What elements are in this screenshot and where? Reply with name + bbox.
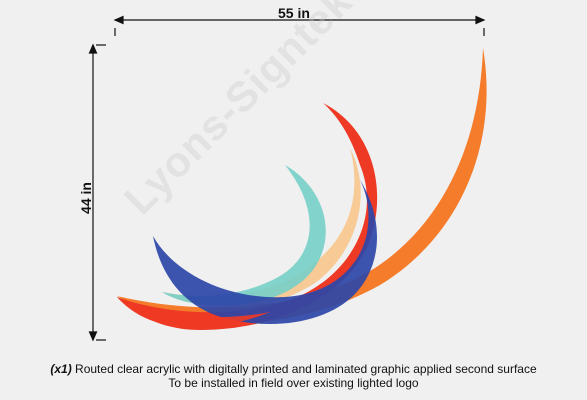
height-dimension-line — [88, 43, 106, 342]
caption-description: Routed clear acrylic with digitally prin… — [75, 362, 537, 376]
red-tail — [117, 297, 270, 327]
orange-swoosh — [117, 48, 487, 324]
height-label: 44 in — [77, 182, 94, 214]
width-dimension-line — [113, 15, 486, 36]
blue-swoosh — [153, 180, 378, 325]
logo-swooshes — [117, 48, 487, 330]
width-label: 55 in — [278, 5, 310, 21]
quantity-label: (x1) — [50, 362, 72, 376]
caption-line-2: To be installed in field over existing l… — [168, 376, 419, 390]
caption-line-1: (x1) Routed clear acrylic with digitally… — [0, 362, 587, 376]
